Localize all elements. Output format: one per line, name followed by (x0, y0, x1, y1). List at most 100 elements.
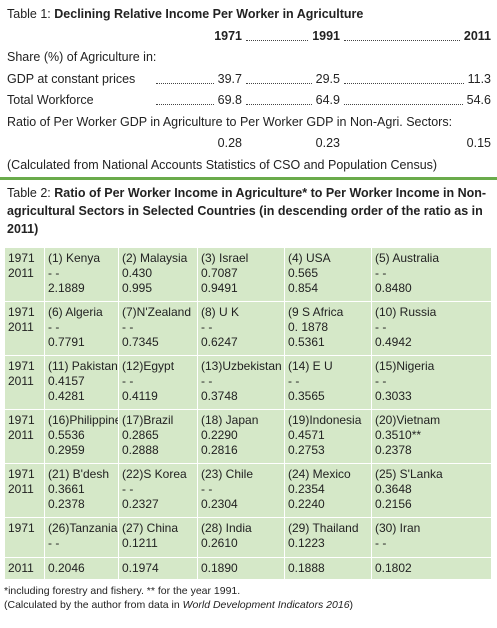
value-1971: 0. 1878 (288, 320, 329, 334)
value-2011: 0.4281 (48, 389, 85, 403)
country-name: (21) B'desh (48, 467, 109, 481)
country-name: (24) Mexico (288, 467, 351, 481)
value-1971: - - (122, 374, 134, 388)
value-2011: 0.2378 (375, 443, 412, 457)
table-title: Declining Relative Income Per Worker in … (54, 7, 364, 21)
value-cell: 54.6 (340, 90, 491, 112)
group-row: 1971 (26)Tanzania - - (27) China 0.1211 (28) … (4, 517, 492, 558)
value-2011: 0.8480 (375, 281, 412, 295)
value-1971: - - (48, 266, 60, 280)
country-cell: 0.1890 (197, 557, 285, 580)
source: (Calculated by the author from data in W… (4, 598, 494, 612)
year-header: 1971 1991 2011 (7, 26, 491, 48)
ratio-row: 0.28 0.23 0.15 (7, 133, 491, 155)
country-cell: (11) Pakistan 0.4157 0.4281 (44, 355, 119, 410)
country-name: (7)N'Zealand (122, 305, 191, 319)
year: 2011 (463, 28, 491, 43)
year-label: 2011 (8, 266, 34, 280)
value-cell: 0.15 (340, 133, 491, 155)
source-text: ) (349, 599, 354, 611)
value-2011: 0.2327 (122, 497, 159, 511)
value-2011: 0.1890 (201, 561, 238, 575)
country-cell: (4) USA 0.565 0.854 (284, 247, 372, 302)
country-name: (5) Australia (375, 251, 440, 265)
leader (156, 104, 214, 106)
table-label: Table 2: (7, 186, 51, 200)
leader (246, 82, 312, 84)
value-1971: - - (201, 374, 213, 388)
source-text: (Calculated by the author from data in (4, 599, 183, 611)
country-name: (23) Chile (201, 467, 254, 481)
year-label: 1971 (8, 251, 35, 265)
country-cell: 0.1802 (371, 557, 492, 580)
value-1971: 0.4157 (48, 374, 85, 388)
leader (344, 39, 460, 41)
value-1971: 0.430 (122, 266, 153, 280)
value-2011: 0.7791 (48, 335, 85, 349)
value-cell: 29.5 (242, 69, 340, 91)
value-2011: 0.1802 (375, 561, 412, 575)
year-label: 2011 (8, 482, 34, 496)
value-1971: 0.2290 (201, 428, 238, 442)
table-2-title: Table 2: Ratio of Per Worker Income in A… (7, 184, 487, 238)
leader (246, 104, 312, 106)
data-row: Total Workforce 69.8 64.9 54.6 (7, 90, 491, 112)
value-1971: 0.4571 (288, 428, 325, 442)
country-cell: 0.2046 (44, 557, 119, 580)
country-name: (6) Algeria (48, 305, 103, 319)
year-label: 2011 (8, 320, 34, 334)
country-cell: (7)N'Zealand - -0.7345 (118, 301, 198, 356)
value-1971: 0.565 (288, 266, 319, 280)
year-label: 1971 (8, 413, 35, 427)
country-name: (25) S'Lanka (375, 467, 443, 481)
value-2011: 0.4119 (122, 389, 158, 403)
value: 29.5 (315, 71, 340, 86)
country-name: (14) E U (288, 359, 333, 373)
country-name: (16)Philippines (48, 413, 118, 427)
value-1971: - - (201, 482, 213, 496)
leader (156, 82, 214, 84)
country-cell: (24) Mexico 0.2354 0.2240 (284, 463, 372, 518)
value: 39.7 (217, 71, 242, 86)
value-1971: 0.5536 (48, 428, 85, 442)
value-1971: - - (375, 374, 387, 388)
year-label: 2011 (8, 374, 34, 388)
country-cell: (5) Australia - -0.8480 (371, 247, 492, 302)
group-row: 2011 0.2046 0.1974 0.1890 0.1888 0.1802 (4, 557, 492, 580)
country-cell: (20)Vietnam 0.3510** 0.2378 (371, 409, 492, 464)
country-cell: (12)Egypt - -0.4119 (118, 355, 198, 410)
data-row: GDP at constant prices 39.7 29.5 11.3 (7, 69, 491, 91)
value-2011: 0.7345 (122, 335, 159, 349)
country-cell: (13)Uzbekistan - -0.3748 (197, 355, 285, 410)
country-name: (1) Kenya (48, 251, 101, 265)
value-cell: 11.3 (340, 69, 491, 91)
title-line: Table 1: Declining Relative Income Per W… (7, 4, 491, 26)
value-2011: 0.854 (288, 281, 319, 295)
value-1971: - - (122, 482, 134, 496)
country-name: (12)Egypt (122, 359, 175, 373)
value-2011: 0.6247 (201, 335, 238, 349)
country-cell: (18) Japan 0.2290 0.2816 (197, 409, 285, 464)
year-label: 2011 (8, 428, 34, 442)
row-label: Total Workforce (7, 93, 94, 107)
country-name: (15)Nigeria (375, 359, 435, 373)
value-2011: 0.5361 (288, 335, 325, 349)
country-cell: (1) Kenya - -2.1889 (44, 247, 119, 302)
value-2011: 0.2378 (48, 497, 85, 511)
spacer (7, 133, 152, 155)
country-cell: (23) Chile - -0.2304 (197, 463, 285, 518)
country-name: (22)S Korea (122, 467, 187, 481)
value-2011: 0.1974 (122, 561, 159, 575)
country-cell: (21) B'desh 0.3661 0.2378 (44, 463, 119, 518)
value-1971: - - (288, 374, 300, 388)
year-cell: 1971 (152, 26, 242, 48)
value-2011: 0.3748 (201, 389, 238, 403)
value: 69.8 (217, 93, 242, 107)
year-cell: 2011 (340, 26, 491, 48)
country-name: (8) U K (201, 305, 240, 319)
value-2011: 0.2156 (375, 497, 412, 511)
value-1971: 0.1223 (288, 536, 325, 550)
country-name: (11) Pakistan (48, 359, 118, 373)
